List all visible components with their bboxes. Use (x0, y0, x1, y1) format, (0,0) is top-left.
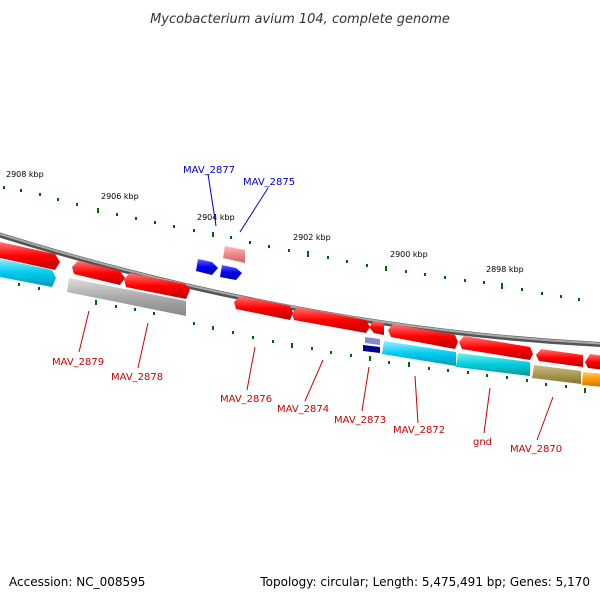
gene-arrow[interactable] (456, 353, 530, 376)
tick-label: 2908 kbp (6, 170, 44, 179)
label-leaders (78, 173, 554, 441)
gene-arrow[interactable] (124, 273, 190, 299)
tick-label: 2904 kbp (197, 213, 235, 222)
leader-line (78, 310, 90, 353)
outer-tick-track (3, 186, 580, 301)
tick-label: 2900 kbp (390, 250, 428, 259)
tick-label: 2906 kbp (101, 192, 139, 201)
tick-label: 2898 kbp (486, 265, 524, 274)
gene-label-mav-2872[interactable]: MAV_2872 (393, 425, 445, 436)
map-title: Mycobacterium avium 104, complete genome (150, 12, 450, 27)
leader-line (207, 173, 217, 227)
inner-tick-track (18, 283, 586, 393)
gene-arrow[interactable] (369, 321, 384, 335)
gene-label-mav-2874[interactable]: MAV_2874 (277, 404, 329, 415)
gene-labels: MAV_2877 MAV_2875 MAV_2879 MAV_2878 MAV_… (52, 165, 562, 455)
leader-line (536, 396, 554, 441)
gene-label-mav-2877[interactable]: MAV_2877 (183, 165, 235, 176)
gene-arrow[interactable] (0, 258, 56, 287)
kbp-tick-labels: 2908 kbp 2906 kbp 2904 kbp 2902 kbp 2900… (6, 170, 524, 274)
leader-line (239, 187, 269, 233)
gene-arrow[interactable] (382, 341, 456, 366)
leader-line (304, 359, 324, 402)
gene-arrow[interactable] (459, 336, 533, 360)
gene-label-mav-2878[interactable]: MAV_2878 (111, 372, 163, 383)
gene-label-mav-2870[interactable]: MAV_2870 (510, 444, 562, 455)
gene-label-gnd[interactable]: gnd (473, 437, 492, 448)
gene-arrow[interactable] (536, 349, 583, 367)
gene-arrow[interactable] (292, 307, 370, 333)
accession-text: Accession: NC_008595 (9, 575, 145, 589)
gene-label-mav-2873[interactable]: MAV_2873 (334, 415, 386, 426)
gene-label-mav-2879[interactable]: MAV_2879 (52, 357, 104, 368)
gene-arrow[interactable] (365, 337, 380, 345)
gene-arrow[interactable] (532, 365, 581, 384)
genes-outer-row (0, 242, 245, 299)
gene-arrow[interactable] (234, 296, 293, 320)
leader-line (414, 375, 419, 424)
leader-line (361, 366, 370, 412)
gene-arrow[interactable] (582, 372, 600, 387)
gene-arrow[interactable] (363, 345, 380, 353)
leader-line (137, 322, 149, 369)
gene-label-mav-2876[interactable]: MAV_2876 (220, 394, 272, 405)
gene-arrow[interactable] (223, 246, 245, 263)
genes-inner-row (0, 258, 600, 387)
topology-text: Topology: circular; Length: 5,475,491 bp… (259, 575, 590, 589)
gene-arrow-mav-2877[interactable] (196, 259, 218, 275)
tick-label: 2902 kbp (293, 233, 331, 242)
gene-arrow[interactable] (72, 261, 125, 285)
gene-arrow-mav-2875[interactable] (220, 265, 242, 280)
gene-arrow[interactable] (585, 354, 600, 370)
gene-arrow[interactable] (0, 242, 60, 270)
leader-line (483, 387, 491, 434)
leader-line (246, 346, 256, 391)
gene-label-mav-2875[interactable]: MAV_2875 (243, 177, 295, 188)
gene-arrow[interactable] (388, 324, 458, 349)
gene-arrow[interactable] (67, 278, 186, 316)
